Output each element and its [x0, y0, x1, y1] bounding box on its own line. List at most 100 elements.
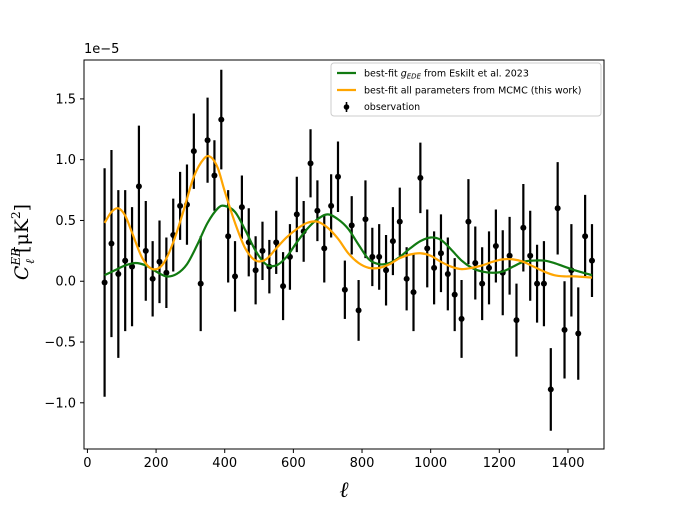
observation-point: [225, 233, 232, 240]
y-tick-label: −1.0: [44, 396, 76, 411]
x-tick-label: 0: [83, 456, 91, 471]
observation-point: [362, 216, 369, 223]
observation-point: [479, 280, 486, 287]
axes-frame: [83, 59, 605, 450]
observation-point: [307, 160, 314, 167]
observation-point: [355, 307, 362, 314]
observation-point: [218, 116, 225, 123]
observation-point: [232, 273, 239, 280]
observation-point: [534, 280, 541, 287]
y-tick-label: 0.0: [55, 275, 76, 290]
observation-point: [163, 269, 170, 276]
y-label-base: C: [11, 265, 33, 280]
observation-point: [177, 202, 184, 209]
observation-point: [259, 247, 266, 254]
legend: best-fit gEDE from Eskilt et al. 2023 be…: [330, 62, 602, 117]
x-tick-label: 1000: [414, 456, 447, 471]
observation-point: [314, 207, 321, 214]
observation-point: [238, 204, 245, 211]
legend-label-observation: observation: [364, 102, 420, 113]
observation-point: [321, 245, 328, 252]
observation-point: [472, 260, 479, 267]
observation-point: [486, 264, 493, 271]
x-axis-ticks: 0 200 400 600 800 1000 1200 1400: [83, 449, 585, 471]
observation-point: [458, 315, 465, 322]
observation-point: [561, 326, 568, 333]
x-axis-label: ℓ: [339, 478, 349, 503]
observation-point: [341, 286, 348, 293]
observation-point: [520, 224, 527, 231]
svg-text:CEBℓ[μK2]: CEBℓ [μK2]: [9, 204, 37, 280]
line-series: [103, 154, 593, 279]
observation-point: [465, 218, 472, 225]
observation-point: [280, 283, 287, 290]
observation-point: [328, 202, 335, 209]
observation-point: [410, 289, 417, 296]
mcmc-best-fit-line: [103, 154, 593, 279]
observation-point: [190, 148, 197, 155]
y-tick-label: 0.5: [55, 214, 76, 229]
observation-point: [444, 270, 451, 277]
x-tick-label: 800: [350, 456, 375, 471]
y-axis-ticks: −1.0 −0.5 0.0 0.5 1.0 1.5: [44, 92, 84, 411]
y-label-sub: ℓ: [23, 259, 37, 264]
y-label-units: [μK: [11, 218, 33, 253]
observation-point: [149, 275, 156, 282]
observation-point: [197, 280, 204, 287]
observation-point: [527, 252, 534, 259]
observation-series: [101, 69, 595, 431]
observation-point: [554, 205, 561, 212]
y-label-units-close: ]: [11, 204, 33, 211]
observation-point: [376, 253, 383, 260]
observation-point: [431, 264, 438, 271]
eskilt-best-fit-line: [104, 204, 593, 278]
observation-point: [369, 253, 376, 260]
x-tick-label: 200: [144, 456, 169, 471]
observation-point: [492, 242, 499, 249]
x-tick-label: 400: [212, 456, 237, 471]
observation-point: [437, 250, 444, 257]
observation-point: [575, 330, 582, 337]
y-label-units-sup: 2: [9, 211, 23, 219]
observation-point: [115, 270, 122, 277]
observation-point: [424, 245, 431, 252]
y-scale-offset-label: 1e−5: [84, 42, 119, 57]
observation-point: [417, 174, 424, 181]
y-tick-label: 1.5: [55, 92, 76, 107]
y-tick-label: 1.0: [55, 153, 76, 168]
observation-point: [348, 222, 355, 229]
legend-frame: [330, 62, 602, 117]
observation-point: [156, 258, 163, 265]
y-label-sup: EB: [9, 248, 23, 267]
observation-point: [403, 275, 410, 282]
observation-point: [204, 137, 211, 144]
observation-point: [334, 173, 341, 180]
observation-point: [293, 211, 300, 218]
y-tick-label: −0.5: [44, 336, 76, 351]
legend-label-mcmc: best-fit all parameters from MCMC (this …: [364, 86, 582, 97]
observation-point: [513, 317, 520, 324]
observation-point: [451, 291, 458, 298]
plot-area: [83, 59, 605, 450]
observation-point: [122, 257, 129, 264]
legend-label-eskilt: best-fit gEDE from Eskilt et al. 2023: [364, 69, 529, 81]
observation-point: [547, 386, 554, 393]
observation-point: [506, 252, 513, 259]
y-axis-label: CEBℓ [μK2]: [9, 204, 37, 280]
observation-point: [211, 172, 218, 179]
observation-point: [588, 257, 595, 264]
x-tick-label: 1400: [551, 456, 584, 471]
observation-point: [129, 263, 136, 270]
observation-point: [540, 280, 547, 287]
x-tick-label: 600: [281, 456, 306, 471]
observation-point: [396, 218, 403, 225]
observation-point: [383, 267, 390, 274]
observation-point: [142, 247, 149, 254]
observation-point: [135, 183, 142, 190]
observation-point: [101, 279, 108, 286]
observation-point: [389, 238, 396, 245]
observation-point: [108, 240, 115, 247]
observation-point: [252, 267, 259, 274]
observation-point: [273, 239, 280, 246]
